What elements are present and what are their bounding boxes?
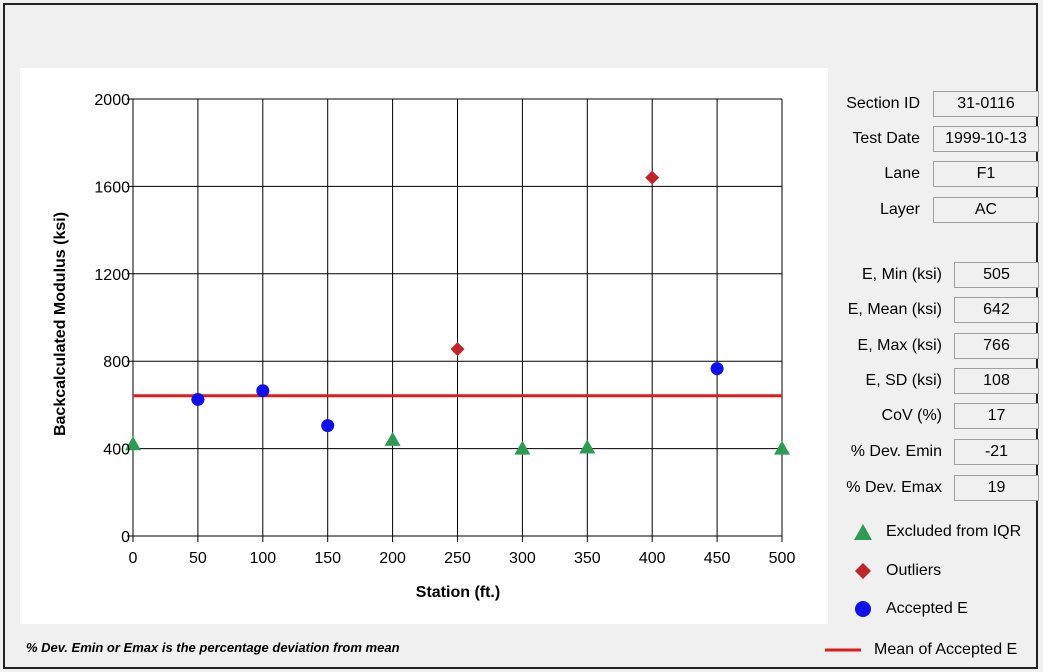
x-axis-label: Station (ft.) (416, 584, 500, 601)
x-tick-label: 100 (249, 550, 276, 567)
y-axis-label: Backcalculated Modulus (ksi) (52, 212, 69, 436)
circle-icon (855, 601, 871, 617)
info-value: 1999-10-13 (933, 126, 1039, 152)
y-tick-label: 1600 (94, 179, 130, 196)
excluded-point (579, 439, 596, 454)
diamond-icon (855, 563, 871, 579)
x-tick-label: 200 (379, 550, 406, 567)
x-tick-label: 150 (314, 550, 341, 567)
excluded-point (774, 440, 790, 455)
legend-label-excluded: Excluded from IQR (886, 523, 1022, 540)
excluded-point (514, 440, 531, 455)
outlier-point (645, 170, 660, 185)
info-value: AC (933, 197, 1039, 223)
chart-tick-labels: 0 50 100 150 200 250 300 350 400 450 500 0 400 800 120… (94, 92, 795, 567)
footnote: % Dev. Emin or Emax is the percentage de… (26, 640, 400, 655)
x-tick-label: 0 (129, 550, 138, 567)
stat-value: 766 (954, 333, 1039, 359)
legend-item-outliers: Outliers (853, 562, 941, 580)
x-tick-label: 500 (769, 550, 796, 567)
legend-label-outliers: Outliers (886, 562, 942, 579)
y-tick-label: 1200 (94, 267, 130, 284)
info-value: 31-0116 (933, 91, 1039, 117)
triangle-icon (854, 524, 872, 540)
x-tick-label: 350 (574, 550, 601, 567)
x-tick-label: 250 (444, 550, 471, 567)
info-label: Section ID (846, 95, 920, 112)
excluded-point (125, 436, 141, 451)
accepted-point (321, 419, 335, 433)
modulus-chart: 0 50 100 150 200 250 300 350 400 450 500 0 400 800 120… (52, 92, 795, 601)
line-icon (825, 648, 861, 652)
stat-value: 108 (954, 368, 1039, 394)
excluded-point (384, 431, 401, 446)
x-tick-label: 450 (704, 550, 731, 567)
legend-label-accepted: Accepted E (886, 600, 968, 617)
stat-label: E, Max (ksi) (857, 337, 942, 354)
plot-panel (20, 68, 828, 624)
stat-label: E, Mean (ksi) (847, 301, 942, 318)
legend-item-mean: Mean of Accepted E (825, 641, 1017, 659)
y-tick-label: 400 (103, 442, 130, 459)
stat-value: -21 (954, 439, 1039, 465)
legend-item-excluded: Excluded from IQR (853, 523, 1021, 541)
outlier-point (450, 342, 465, 357)
chart-points (125, 170, 790, 455)
stat-value: 642 (954, 297, 1039, 323)
stat-label: % Dev. Emax (846, 479, 942, 496)
accepted-point (191, 392, 205, 406)
stat-label: E, Min (ksi) (862, 266, 942, 283)
y-tick-label: 0 (121, 529, 130, 546)
info-label: Lane (884, 165, 920, 182)
accepted-point (256, 384, 270, 398)
legend-item-accepted: Accepted E (853, 600, 968, 618)
legend-label-mean: Mean of Accepted E (874, 641, 1018, 658)
info-label: Layer (879, 201, 920, 218)
stat-label: E, SD (ksi) (865, 372, 942, 389)
x-tick-label: 400 (639, 550, 666, 567)
chart-grid (127, 98, 783, 542)
y-tick-label: 800 (103, 354, 130, 371)
x-tick-label: 50 (189, 550, 207, 567)
info-label: Test Date (852, 130, 920, 147)
accepted-point (710, 362, 724, 376)
info-value: F1 (933, 161, 1039, 187)
x-tick-label: 300 (509, 550, 536, 567)
stat-value: 17 (954, 403, 1039, 429)
y-tick-label: 2000 (94, 92, 130, 109)
stat-value: 19 (954, 475, 1039, 501)
stat-label: CoV (%) (881, 407, 942, 424)
stat-value: 505 (954, 262, 1039, 288)
stat-label: % Dev. Emin (850, 443, 942, 460)
